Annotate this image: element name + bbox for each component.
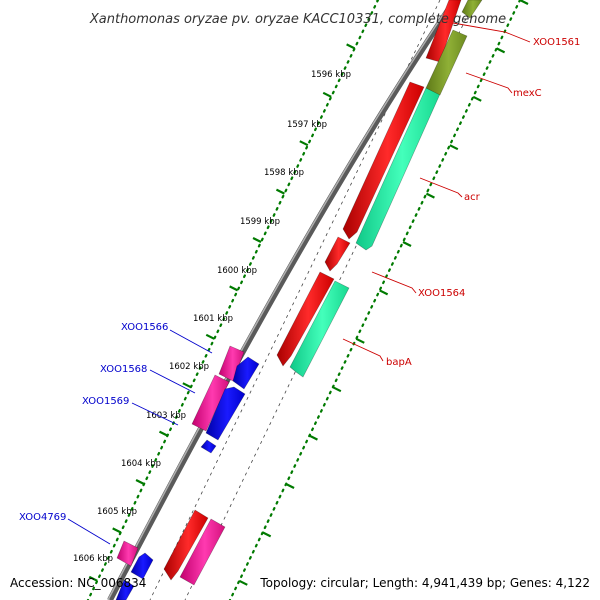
tick-mark [496, 47, 506, 54]
track-guide [184, 0, 476, 600]
label-xoo4769: XOO4769 [19, 512, 66, 523]
tick-label: 1596 kbp [311, 70, 351, 80]
label-xoo1566: XOO1566 [121, 322, 168, 333]
cds-bapA-feature [276, 271, 335, 367]
blue-feature-3 [200, 439, 217, 454]
tick-label: 1603 kbp [146, 411, 186, 421]
tick-mark [135, 479, 145, 485]
cds-xoo1568-feature [191, 374, 230, 432]
label-xoo4769-leader [67, 518, 111, 545]
tick-mark [355, 337, 365, 344]
track-guide [149, 0, 441, 600]
tick-mark [425, 192, 435, 199]
tick-mark [158, 430, 168, 437]
cds-olive-feature [425, 29, 468, 96]
label-acr-leader [419, 177, 463, 198]
tick-label: 1600 kbp [217, 266, 257, 276]
backbone [107, 0, 458, 600]
tick-label: 1602 kbp [169, 362, 209, 372]
cds-xoo4769-feature [116, 540, 139, 567]
label-xoo1569-leader [131, 402, 179, 426]
outer-tick-ring [228, 0, 522, 600]
cds-xoo1564-feature [324, 236, 351, 272]
tick-mark [472, 95, 482, 102]
tick-rings: 1596 kbp 1597 kbp 1598 kbp 1599 kbp 1600 kbp… [73, 0, 529, 600]
backbone-highlight [107, 0, 454, 600]
blue-feature-1 [232, 356, 260, 390]
label-acr: acr [464, 192, 481, 203]
label-xoo1564-leader [371, 271, 417, 294]
label-bapA-leader [342, 338, 384, 362]
tick-mark [252, 237, 262, 243]
features [115, 0, 483, 600]
label-mexC: mexC [513, 88, 542, 99]
blue-feature-2 [205, 386, 246, 441]
tick-label: 1601 kbp [193, 314, 233, 324]
tick-mark [322, 91, 332, 98]
tick-label: 1599 kbp [240, 217, 280, 227]
tick-label: 1606 kbp [73, 554, 113, 564]
label-xoo1561-leader [452, 22, 531, 43]
tick-mark [379, 289, 389, 296]
blue-feature-4 [130, 552, 154, 580]
map-title: Xanthomonas oryzae pv. oryzae KACC10331,… [89, 12, 506, 27]
label-bapA: bapA [386, 357, 412, 368]
inner-tick-ring [86, 0, 380, 600]
tick-mark [238, 579, 248, 586]
tick-label: 1598 kbp [264, 168, 304, 178]
tick-mark [299, 140, 309, 147]
cds-olive-top-feature [461, 0, 483, 19]
tick-label: 1605 kbp [97, 507, 137, 517]
tick-label: 1597 kbp [287, 120, 327, 130]
tick-mark [519, 0, 529, 5]
cds-acr-feature [342, 81, 425, 240]
label-mexC-leader [465, 72, 513, 94]
tick-mark [229, 285, 239, 292]
accession-text: Accession: NC_006834 [10, 576, 146, 590]
topology-text: Topology: circular; Length: 4,941,439 bp… [259, 576, 590, 590]
cds-red-lower-feature [163, 509, 209, 581]
tick-mark [205, 333, 215, 340]
cds-teal-lower-feature [289, 280, 350, 378]
tick-mark [449, 144, 459, 151]
feature-tracks [149, 0, 476, 600]
backbone-line [107, 0, 458, 600]
tick-mark [346, 43, 356, 50]
label-xoo1564: XOO1564 [418, 288, 465, 299]
label-xoo1566-leader [169, 329, 213, 354]
label-xoo1568-leader [149, 369, 196, 394]
cds-pink-lower-feature [179, 518, 226, 586]
tick-mark [308, 434, 318, 441]
tick-mark [275, 188, 285, 195]
blue-feature-5 [115, 579, 135, 600]
tick-mark [262, 531, 272, 538]
tick-mark [112, 527, 122, 534]
tick-label: 1604 kbp [121, 459, 161, 469]
label-xoo1568: XOO1568 [100, 364, 147, 375]
gene-labels: XOO1561 mexC acr XOO1564 bapA XOO1566 XOO1568 X… [19, 22, 580, 545]
label-xoo1569: XOO1569 [82, 396, 129, 407]
label-xoo1561: XOO1561 [533, 37, 580, 48]
tick-mark [402, 241, 412, 247]
tick-mark [285, 483, 295, 489]
tick-mark [88, 575, 98, 582]
tick-mark [332, 386, 342, 393]
tick-mark [182, 382, 192, 389]
